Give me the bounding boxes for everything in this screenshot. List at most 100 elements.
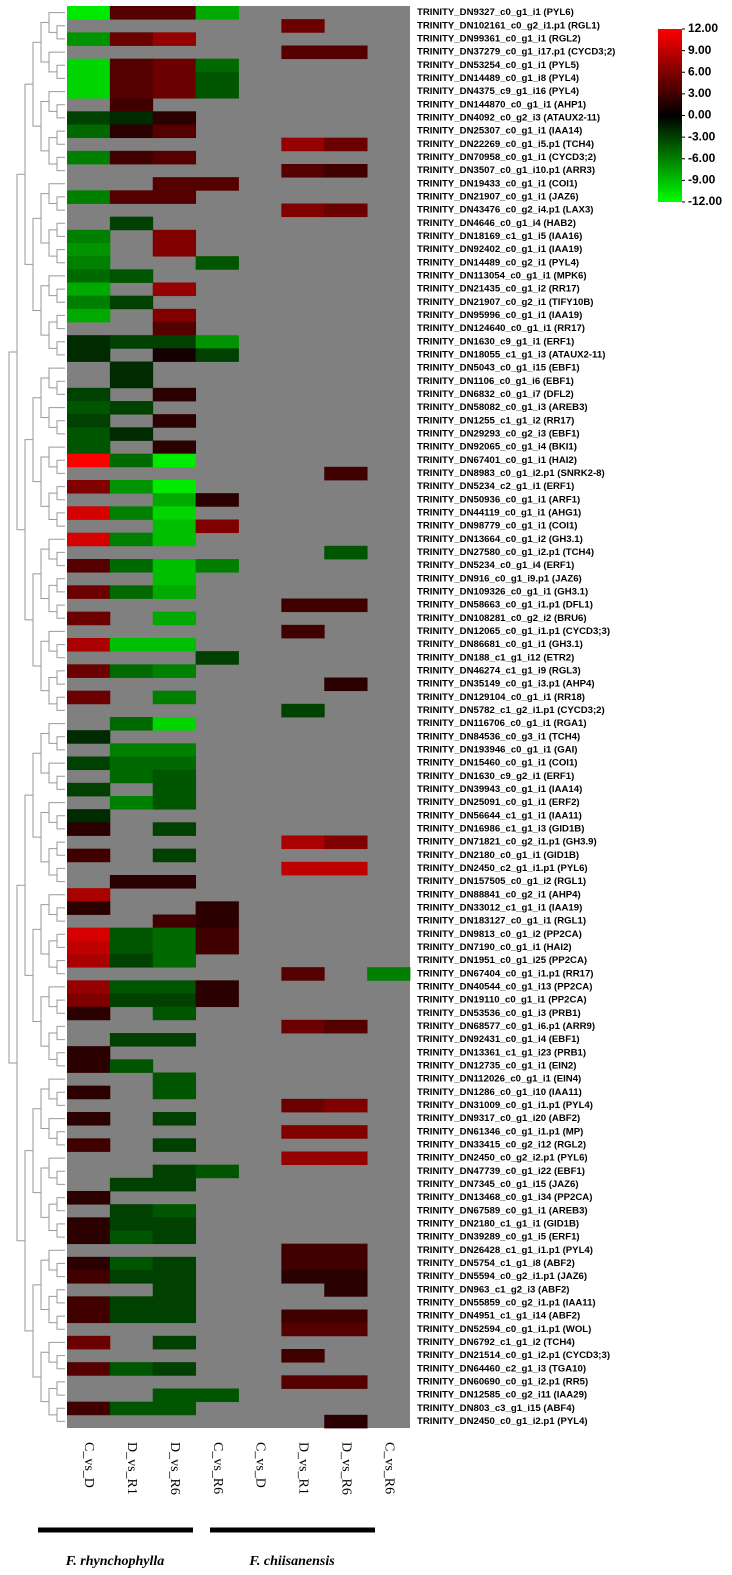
heatmap-cell [195, 71, 239, 86]
heatmap-cell [281, 967, 325, 981]
heatmap-cell [324, 1283, 368, 1297]
heatmap-cell [109, 993, 154, 1008]
row-label: TRINITY_DN35149_c0_g1_i3.p1 (AHP4) [417, 679, 595, 690]
heatmap-cell [152, 1217, 197, 1231]
row-label: TRINITY_DN5754_c1_g1_i8 (ABF2) [417, 1258, 575, 1269]
heatmap-cell [67, 940, 111, 955]
dendrogram-branch [56, 25, 65, 40]
heatmap-cell [324, 835, 368, 850]
heatmap-cell [67, 440, 111, 455]
dendrogram-branch [56, 1223, 65, 1238]
heatmap-cell [152, 1085, 197, 1100]
row-label: TRINITY_DN963_c1_g2_i3 (ABF2) [417, 1284, 570, 1295]
row-label: TRINITY_DN9813_c0_g1_i2 (PP2CA) [417, 929, 582, 940]
heatmap-cell [324, 677, 368, 692]
heatmap-cell [67, 348, 111, 362]
heatmap-cell [152, 493, 197, 507]
heatmap-cell [152, 1033, 197, 1047]
dendrogram-branch [56, 249, 65, 264]
row-label: TRINITY_DN13468_c0_g1_i34 (PP2CA) [417, 1192, 592, 1203]
heatmap-cell [109, 58, 154, 73]
heatmap-cell [67, 1335, 111, 1350]
row-label: TRINITY_DN99361_c0_g1_i1 (RGL2) [417, 33, 581, 44]
row-label: TRINITY_DN102161_c0_g2_i1.p1 (RGL1) [417, 20, 600, 31]
heatmap-cell [152, 243, 197, 257]
heatmap-cell [109, 6, 154, 20]
heatmap-cell [67, 453, 111, 468]
heatmap-cell [152, 440, 197, 455]
row-label: TRINITY_DN52594_c0_g1_i1.p1 (WOL) [417, 1324, 591, 1335]
dendrogram-branch [56, 156, 65, 172]
heatmap-cell [152, 1164, 197, 1179]
heatmap-cell [109, 664, 154, 678]
row-label: TRINITY_DN3507_c0_g1_i10.p1 (ARR3) [417, 165, 595, 176]
dendrogram-branch [48, 137, 57, 165]
dendrogram-branch [48, 584, 57, 613]
heatmap-cell [195, 1164, 239, 1179]
heatmap-cell [67, 506, 111, 520]
heatmap-cell [67, 888, 111, 902]
row-label: TRINITY_DN21907_c0_g1_i1 (JAZ6) [417, 191, 579, 202]
heatmap-cell [67, 480, 111, 494]
heatmap-cell [109, 954, 154, 968]
heatmap-cell [152, 769, 197, 784]
heatmap-cell [152, 1309, 197, 1324]
dendrogram-branch [56, 341, 65, 356]
colorbar-label: 0.00 [688, 108, 712, 122]
heatmap-cell [109, 111, 154, 125]
heatmap-cell [67, 980, 111, 994]
dendrogram-branch [56, 1355, 65, 1370]
heatmap-cell [367, 967, 411, 981]
heatmap-cell [67, 282, 111, 297]
row-label: TRINITY_DN2450_c0_g2_i2.p1 (PYL6) [417, 1153, 588, 1164]
heatmap-cell [109, 1401, 154, 1416]
dendrogram-branch [56, 933, 65, 948]
heatmap-cell [109, 32, 154, 46]
dendrogram-branch [40, 1088, 49, 1129]
row-label: TRINITY_DN7345_c0_g1_i15 (JAZ6) [417, 1179, 579, 1190]
dendrogram-branch [40, 21, 49, 63]
dendrogram-branch [48, 1032, 57, 1060]
row-label: TRINITY_DN157505_c0_g1_i2 (RGL1) [417, 876, 586, 887]
row-label: TRINITY_DN67404_c0_g1_i1.p1 (RR17) [417, 968, 594, 979]
dendrogram-branch [40, 904, 49, 955]
heatmap-cell [152, 875, 197, 889]
row-label: TRINITY_DN19433_c0_g1_i1 (COI1) [417, 178, 578, 189]
heatmap-cell [152, 638, 197, 652]
row-label: TRINITY_DN88841_c0_g2_i1 (AHP4) [417, 889, 581, 900]
row-label: TRINITY_DN67589_c0_g1_i1 (AREB3) [417, 1205, 588, 1216]
heatmap-cell [152, 940, 197, 955]
heatmap-cell [67, 85, 111, 99]
heatmap-cell [281, 1243, 325, 1258]
row-label: TRINITY_DN92402_c0_g1_i1 (IAA19) [417, 244, 582, 255]
dendrogram-branch [56, 512, 65, 527]
heatmap-cell [152, 387, 197, 402]
row-label: TRINITY_DN25307_c0_g1_i1 (IAA14) [417, 126, 582, 137]
heatmap-cell [324, 45, 368, 60]
heatmap-cell [109, 1362, 154, 1376]
heatmap-cell [67, 532, 111, 547]
heatmap-cell [109, 150, 154, 165]
heatmap-cell [324, 1309, 368, 1324]
column-label: C_vs_D [253, 1442, 268, 1488]
row-label: TRINITY_DN116706_c0_g1_i1 (RGA1) [417, 718, 587, 729]
row-label: TRINITY_DN44119_c0_g1_i1 (AHG1) [417, 507, 581, 518]
row-label: TRINITY_DN16986_c1_g1_i3 (GID1B) [417, 823, 584, 834]
heatmap-cell [281, 1098, 325, 1113]
group-label: F. chiisanensis [248, 1554, 335, 1569]
row-label: TRINITY_DN108281_c0_g2_i2 (BRU6) [417, 613, 587, 624]
heatmap-cell [109, 361, 154, 376]
heatmap-cell [324, 137, 368, 152]
heatmap-cell [67, 1138, 111, 1152]
column-label: D_vs_R1 [124, 1442, 139, 1495]
row-label: TRINITY_DN13664_c0_g1_i2 (GH3.1) [417, 534, 583, 545]
dendrogram-branch [24, 794, 33, 976]
heatmap-cell [195, 901, 239, 915]
heatmap-cell [67, 124, 111, 139]
heatmap-cell [324, 1151, 368, 1166]
heatmap-cell [152, 585, 197, 599]
heatmap-cell [152, 282, 197, 297]
heatmap-cell [152, 690, 197, 705]
heatmap-cell [152, 1296, 197, 1310]
heatmap-cell [152, 190, 197, 204]
